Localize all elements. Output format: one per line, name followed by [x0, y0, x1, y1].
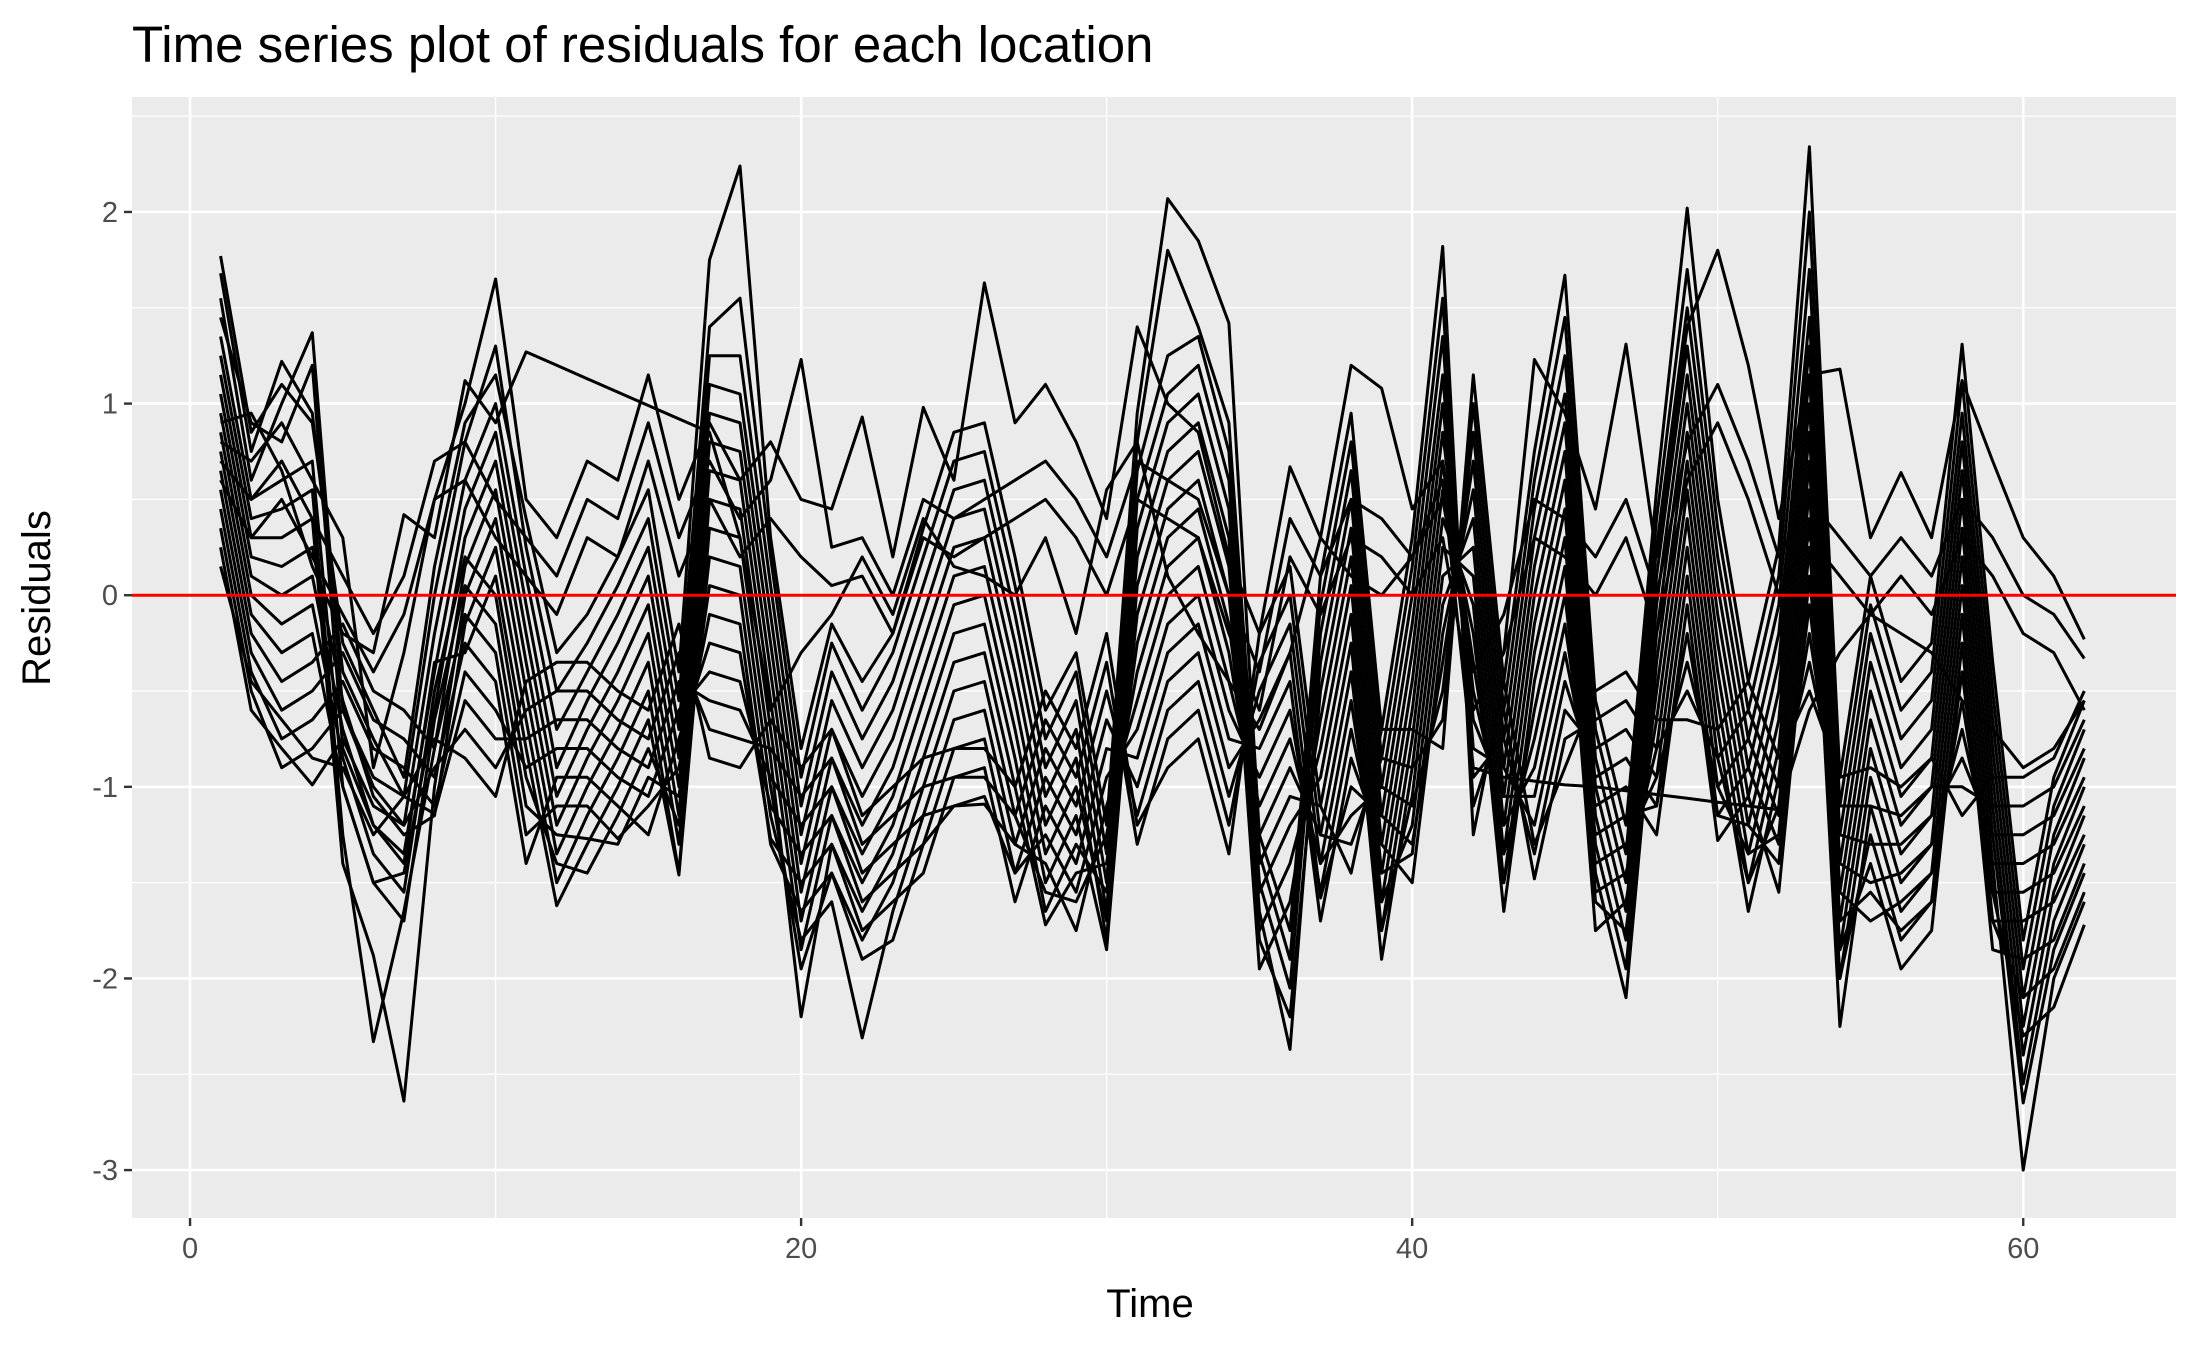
series-line	[219, 248, 2086, 770]
series-line	[219, 421, 2086, 712]
series-line	[219, 145, 2086, 942]
chart-title: Time series plot of residuals for each l…	[132, 16, 1153, 73]
y-axis-ticks: -3 -2 -1 0 1 2	[92, 197, 132, 1187]
series-line	[219, 402, 2086, 881]
x-tick-label: 60	[2007, 1233, 2039, 1265]
y-tick-label: -1	[92, 772, 118, 804]
series-line	[219, 373, 2086, 875]
series-line	[219, 432, 2086, 1000]
series-lines	[219, 145, 2086, 1172]
series-line	[219, 488, 2086, 933]
y-tick-label: 2	[102, 197, 118, 229]
y-tick-label: -3	[92, 1155, 118, 1187]
x-axis-ticks: 0 20 40 60	[182, 1218, 2039, 1265]
x-axis-title: Time	[1106, 1282, 1193, 1326]
series-line	[219, 268, 2086, 1000]
x-tick-label: 20	[785, 1233, 817, 1265]
y-tick-label: -2	[92, 963, 118, 995]
series-line	[219, 470, 2086, 961]
series-line	[219, 430, 2086, 875]
series-line	[219, 315, 2086, 1051]
series-line	[219, 451, 2086, 1040]
x-tick-label: 0	[182, 1233, 198, 1265]
series-line	[219, 336, 2086, 1057]
x-tick-label: 40	[1396, 1233, 1428, 1265]
y-tick-label: 0	[102, 580, 118, 612]
y-axis-title: Residuals	[15, 510, 59, 686]
y-tick-label: 1	[102, 389, 118, 421]
series-line	[219, 358, 2086, 674]
series-line	[219, 210, 2086, 971]
series-line	[219, 459, 2086, 904]
